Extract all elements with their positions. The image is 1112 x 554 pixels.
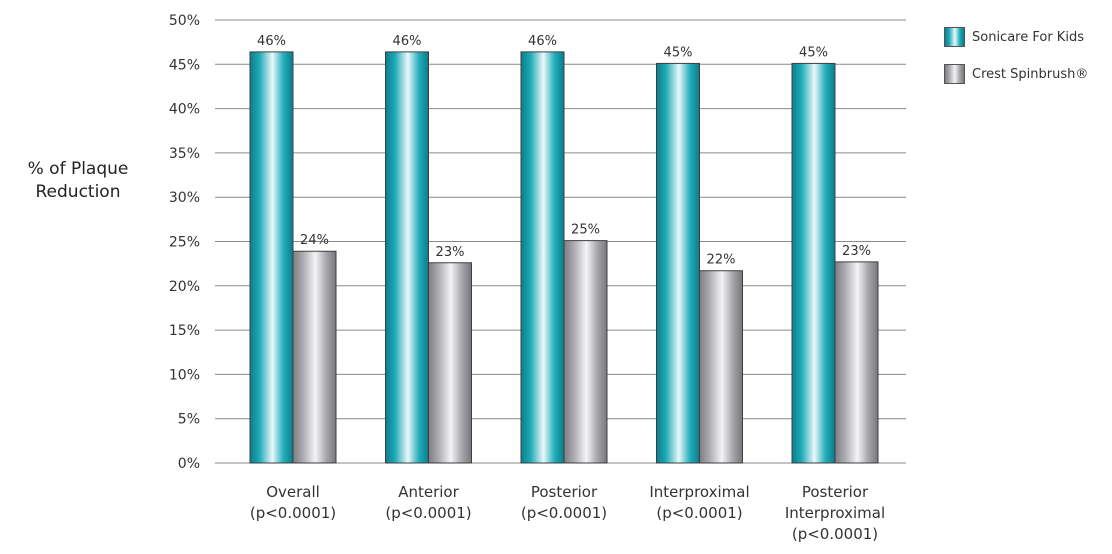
y-tick-label: 45%: [169, 57, 200, 73]
x-tick-label: Posterior: [531, 483, 598, 501]
y-tick-label: 35%: [169, 146, 200, 162]
x-tick-label: (p<0.0001): [385, 504, 471, 522]
y-tick-label: 30%: [169, 190, 200, 206]
y-tick-label: 15%: [169, 323, 200, 339]
data-label: 25%: [571, 223, 600, 238]
x-tick-label: Anterior: [398, 483, 459, 501]
bar-sonicare: [385, 51, 429, 464]
bar-crest: [428, 262, 472, 464]
data-label: 45%: [799, 45, 828, 60]
data-label: 46%: [257, 34, 286, 49]
x-tick-label: (p<0.0001): [792, 525, 878, 543]
legend-item-crest: Crest Spinbrush®: [944, 63, 1088, 85]
x-tick-label: (p<0.0001): [250, 504, 336, 522]
data-label: 45%: [664, 45, 693, 60]
bar-sonicare: [656, 62, 700, 464]
data-label: 22%: [707, 253, 736, 268]
legend: Sonicare For Kids Crest Spinbrush®: [944, 26, 1088, 100]
y-tick-label: 25%: [169, 235, 200, 251]
bar-crest: [292, 250, 337, 464]
data-label: 46%: [528, 34, 557, 49]
y-tick-label: 20%: [169, 279, 200, 295]
bar-sonicare: [520, 51, 565, 464]
x-tick-label: Interproximal: [785, 504, 885, 522]
y-tick-label: 5%: [178, 412, 200, 428]
y-tick-label: 40%: [169, 102, 200, 118]
x-tick-label: Interproximal: [649, 483, 749, 501]
y-tick-label: 10%: [169, 367, 200, 383]
legend-swatch-sonicare: [944, 27, 965, 47]
bar-sonicare: [791, 62, 836, 464]
x-tick-label: (p<0.0001): [656, 504, 742, 522]
x-tick-label: Posterior: [802, 483, 869, 501]
legend-label-crest: Crest Spinbrush®: [972, 66, 1089, 82]
x-tick-label: (p<0.0001): [521, 504, 607, 522]
y-tick-label: 0%: [178, 456, 200, 472]
bars: [249, 51, 879, 464]
data-label: 24%: [300, 233, 329, 248]
bar-crest: [699, 270, 743, 464]
data-label: 23%: [842, 244, 871, 259]
x-tick-label: Overall: [266, 483, 320, 501]
legend-item-sonicare: Sonicare For Kids: [944, 26, 1088, 48]
data-label: 46%: [393, 34, 422, 49]
data-labels: 46% 24% 46% 23% 46% 25% 45% 22% 45% 23%: [257, 34, 871, 268]
y-axis-label: % of Plaque Reduction: [27, 159, 129, 202]
bar-crest: [834, 261, 879, 464]
y-axis-ticks: 0% 5% 10% 15% 20% 25% 30% 35% 40% 45% 50%: [169, 13, 200, 472]
x-axis-labels: Overall (p<0.0001) Anterior (p<0.0001) Poste…: [250, 483, 885, 543]
y-tick-label: 50%: [169, 13, 200, 29]
data-label: 23%: [436, 245, 465, 260]
bar-crest: [563, 240, 608, 464]
legend-label-sonicare: Sonicare For Kids: [972, 29, 1084, 45]
legend-swatch-crest: [944, 64, 965, 84]
bar-sonicare: [249, 51, 294, 464]
